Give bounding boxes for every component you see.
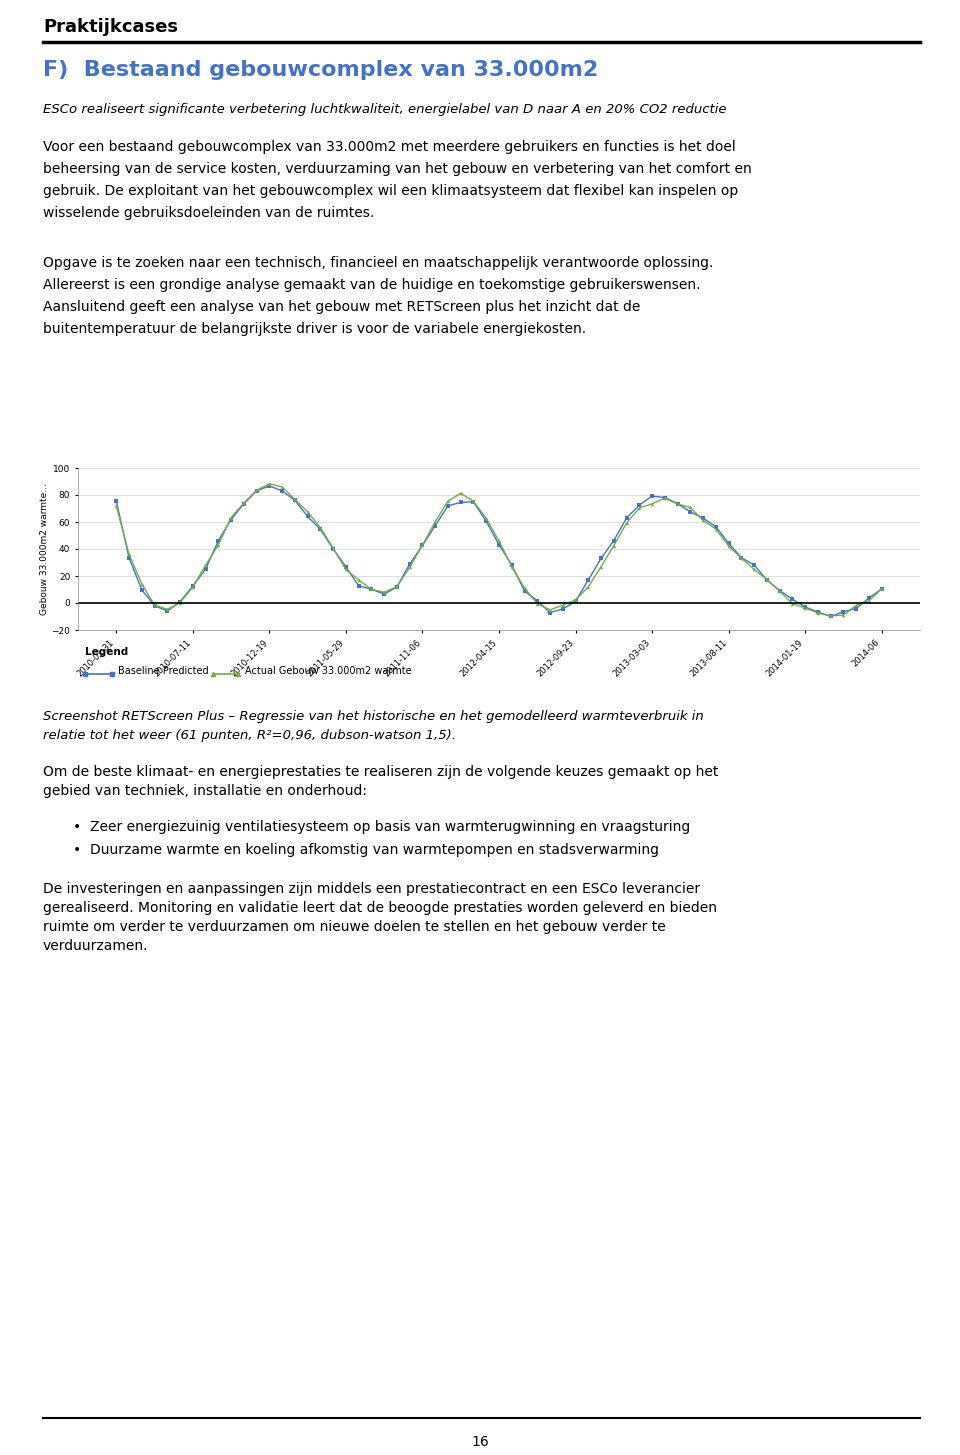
Text: •  Zeer energiezuinig ventilatiesysteem op basis van warmterugwinning en vraagst: • Zeer energiezuinig ventilatiesysteem o…	[73, 821, 690, 834]
Text: beheersing van de service kosten, verduurzaming van het gebouw en verbetering va: beheersing van de service kosten, verduu…	[43, 162, 752, 176]
Text: verduurzamen.: verduurzamen.	[43, 938, 149, 953]
Text: Legend: Legend	[84, 647, 128, 658]
Text: 16: 16	[471, 1435, 489, 1449]
Text: relatie tot het weer (61 punten, R²=0,96, dubson-watson 1,5).: relatie tot het weer (61 punten, R²=0,96…	[43, 729, 456, 742]
Text: Opgave is te zoeken naar een technisch, financieel en maatschappelijk verantwoor: Opgave is te zoeken naar een technisch, …	[43, 256, 713, 271]
Text: ESCo realiseert significante verbetering luchtkwaliteit, energielabel van D naar: ESCo realiseert significante verbetering…	[43, 103, 727, 116]
Text: Aansluitend geeft een analyse van het gebouw met RETScreen plus het inzicht dat : Aansluitend geeft een analyse van het ge…	[43, 300, 640, 314]
Text: Allereerst is een grondige analyse gemaakt van de huidige en toekomstige gebruik: Allereerst is een grondige analyse gemaa…	[43, 278, 701, 292]
Text: Baseline Predicted: Baseline Predicted	[118, 666, 209, 677]
Y-axis label: Gebouw 33.000m2 warmte...: Gebouw 33.000m2 warmte...	[39, 483, 49, 615]
Text: ruimte om verder te verduurzamen om nieuwe doelen te stellen en het gebouw verde: ruimte om verder te verduurzamen om nieu…	[43, 920, 665, 934]
Text: buitentemperatuur de belangrijkste driver is voor de variabele energiekosten.: buitentemperatuur de belangrijkste drive…	[43, 322, 587, 336]
Text: gebruik. De exploitant van het gebouwcomplex wil een klimaatsysteem dat flexibel: gebruik. De exploitant van het gebouwcom…	[43, 183, 738, 198]
Text: gerealiseerd. Monitoring en validatie leert dat de beoogde prestaties worden gel: gerealiseerd. Monitoring en validatie le…	[43, 901, 717, 915]
Text: Praktijkcases: Praktijkcases	[43, 17, 178, 36]
Text: gebied van techniek, installatie en onderhoud:: gebied van techniek, installatie en onde…	[43, 784, 367, 797]
Text: •  Duurzame warmte en koeling afkomstig van warmtepompen en stadsverwarming: • Duurzame warmte en koeling afkomstig v…	[73, 842, 659, 857]
Text: F)  Bestaand gebouwcomplex van 33.000m2: F) Bestaand gebouwcomplex van 33.000m2	[43, 60, 598, 80]
Text: Actual Gebouw 33.000m2 warmte: Actual Gebouw 33.000m2 warmte	[245, 666, 411, 677]
Text: De investeringen en aanpassingen zijn middels een prestatiecontract en een ESCo : De investeringen en aanpassingen zijn mi…	[43, 882, 700, 896]
Text: Om de beste klimaat- en energieprestaties te realiseren zijn de volgende keuzes : Om de beste klimaat- en energieprestatie…	[43, 765, 718, 778]
Text: wisselende gebruiksdoeleinden van de ruimtes.: wisselende gebruiksdoeleinden van de rui…	[43, 207, 374, 220]
Text: Voor een bestaand gebouwcomplex van 33.000m2 met meerdere gebruikers en functies: Voor een bestaand gebouwcomplex van 33.0…	[43, 140, 735, 154]
Text: Screenshot RETScreen Plus – Regressie van het historische en het gemodelleerd wa: Screenshot RETScreen Plus – Regressie va…	[43, 710, 704, 723]
